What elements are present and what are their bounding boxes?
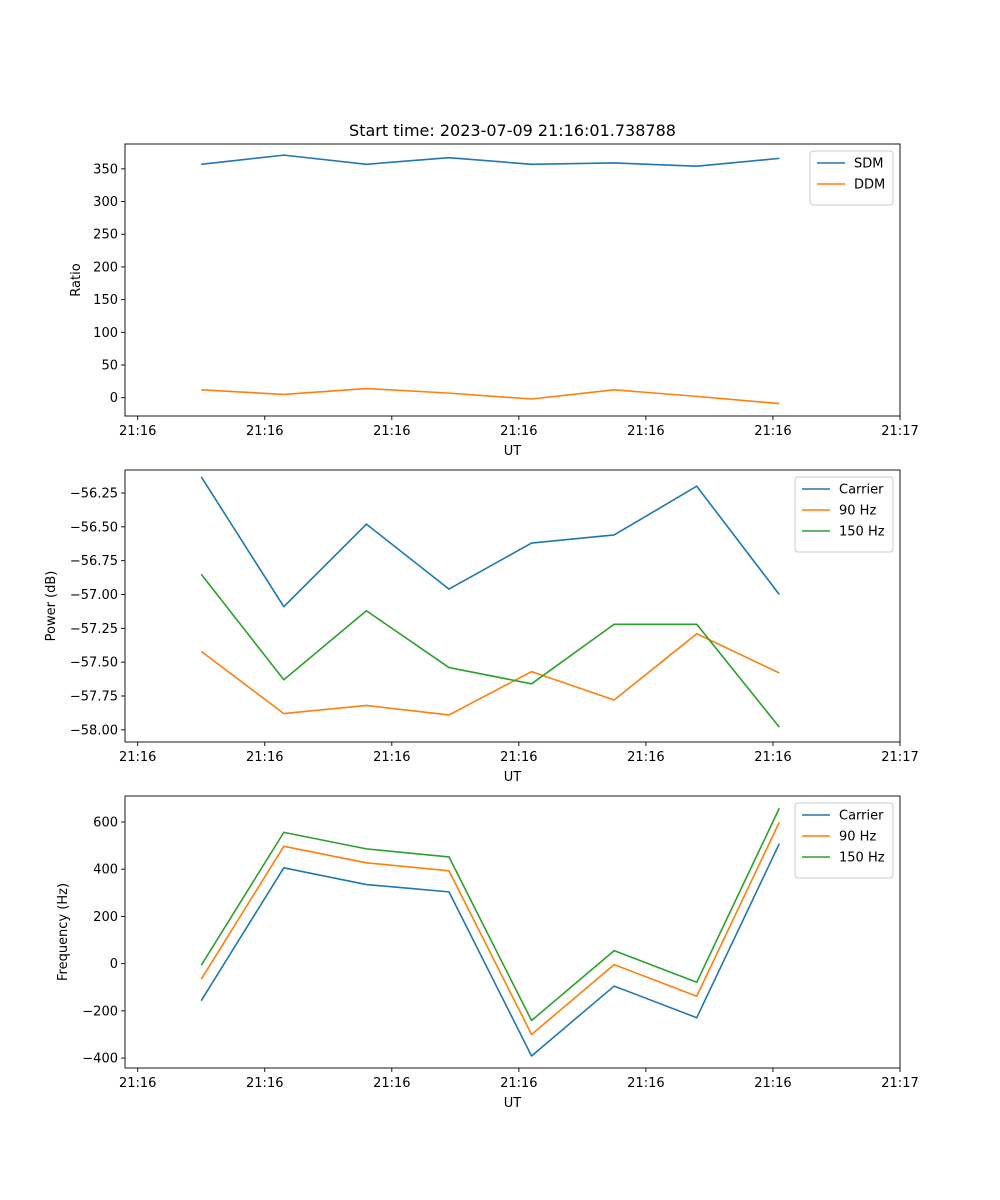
chart-panel-1: 21:16 21:16 21:16 21:16 21:16 21:16 21:17 0 50 10… <box>69 143 919 459</box>
x-axis-label: UT <box>504 444 522 459</box>
x-tick-label: 21:16 <box>754 750 791 765</box>
x-tick-label: 21:16 <box>119 424 156 439</box>
legend-label: DDM <box>854 178 885 193</box>
x-tick-label: 21:16 <box>119 750 156 765</box>
legend-label: 150 Hz <box>839 525 885 540</box>
y-tick-label: 0 <box>110 391 118 406</box>
legend-label: 90 Hz <box>839 504 876 519</box>
figure-title: Start time: 2023-07-09 21:16:01.738788 <box>349 121 676 140</box>
y-tick-label: 350 <box>93 162 118 177</box>
x-tick-label: 21:16 <box>500 424 537 439</box>
y-tick-label: −58.00 <box>70 723 118 738</box>
y-tick-label: −57.25 <box>70 622 118 637</box>
x-tick-label: 21:16 <box>246 1076 283 1091</box>
y-tick-label: 100 <box>93 326 118 341</box>
x-tick-label: 21:16 <box>373 424 410 439</box>
y-axis-label: Ratio <box>69 263 84 296</box>
y-tick-label: 250 <box>93 228 118 243</box>
y-tick-label: −57.75 <box>70 689 118 704</box>
series-line-90-hz <box>200 632 780 716</box>
legend: Carrier 90 Hz 150 Hz <box>794 476 894 553</box>
y-tick-label: 300 <box>93 195 118 210</box>
y-tick-label: −56.25 <box>70 487 118 502</box>
x-tick-label: 21:16 <box>500 750 537 765</box>
chart-panel-2: 21:16 21:16 21:16 21:16 21:16 21:16 21:17 −58.0… <box>44 469 919 785</box>
legend-label: SDM <box>854 157 883 172</box>
y-tick-label: 50 <box>101 359 118 374</box>
x-tick-label: 21:16 <box>627 750 664 765</box>
x-tick-label: 21:16 <box>246 750 283 765</box>
y-tick-label: 150 <box>93 293 118 308</box>
x-tick-label: 21:16 <box>627 424 664 439</box>
axes-frame <box>124 143 901 417</box>
legend-label: 150 Hz <box>839 851 885 866</box>
series-line-90-hz <box>200 821 781 1036</box>
y-tick-label: −56.50 <box>70 520 118 535</box>
y-axis-label: Frequency (Hz) <box>56 883 71 981</box>
y-tick-label: −400 <box>82 1052 118 1067</box>
axes-frame <box>124 795 901 1069</box>
legend-label: Carrier <box>839 809 884 824</box>
x-tick-label: 21:17 <box>881 424 918 439</box>
x-tick-label: 21:16 <box>246 424 283 439</box>
x-tick-label: 21:17 <box>881 750 918 765</box>
x-axis-label: UT <box>504 770 522 785</box>
x-tick-label: 21:17 <box>881 1076 918 1091</box>
legend-box <box>794 476 894 553</box>
y-tick-label: −57.50 <box>70 656 118 671</box>
panels: 21:16 21:16 21:16 21:16 21:16 21:16 21:17 0 50 10… <box>44 143 919 1111</box>
chart-panel-3: 21:16 21:16 21:16 21:16 21:16 21:16 21:17 −400 −… <box>56 795 919 1111</box>
x-tick-label: 21:16 <box>119 1076 156 1091</box>
y-tick-label: 600 <box>93 815 118 830</box>
x-tick-label: 21:16 <box>500 1076 537 1091</box>
legend-label: 90 Hz <box>839 830 876 845</box>
series-line-carrier <box>200 476 780 608</box>
y-tick-label: −56.75 <box>70 554 118 569</box>
series-line-carrier <box>200 843 781 1057</box>
y-axis-label: Power (dB) <box>44 571 59 642</box>
legend-label: Carrier <box>839 483 884 498</box>
y-tick-label: 200 <box>93 260 118 275</box>
y-tick-label: −200 <box>82 1004 118 1019</box>
x-tick-label: 21:16 <box>754 1076 791 1091</box>
x-tick-label: 21:16 <box>373 750 410 765</box>
series-line-150-hz <box>200 573 780 728</box>
y-tick-label: 200 <box>93 910 118 925</box>
x-tick-label: 21:16 <box>627 1076 664 1091</box>
series-line-sdm <box>201 154 780 168</box>
x-axis-label: UT <box>504 1096 522 1111</box>
series-line-150-hz <box>200 807 781 1022</box>
x-tick-label: 21:16 <box>373 1076 410 1091</box>
legend-box <box>794 802 894 879</box>
y-tick-label: 400 <box>93 863 118 878</box>
legend-box <box>809 150 894 206</box>
y-tick-label: −57.00 <box>70 588 118 603</box>
axes-frame <box>124 469 901 743</box>
legend: SDM DDM <box>809 150 894 206</box>
legend: Carrier 90 Hz 150 Hz <box>794 802 894 879</box>
x-tick-label: 21:16 <box>754 424 791 439</box>
y-tick-label: 0 <box>110 957 118 972</box>
series-line-ddm <box>201 387 780 405</box>
